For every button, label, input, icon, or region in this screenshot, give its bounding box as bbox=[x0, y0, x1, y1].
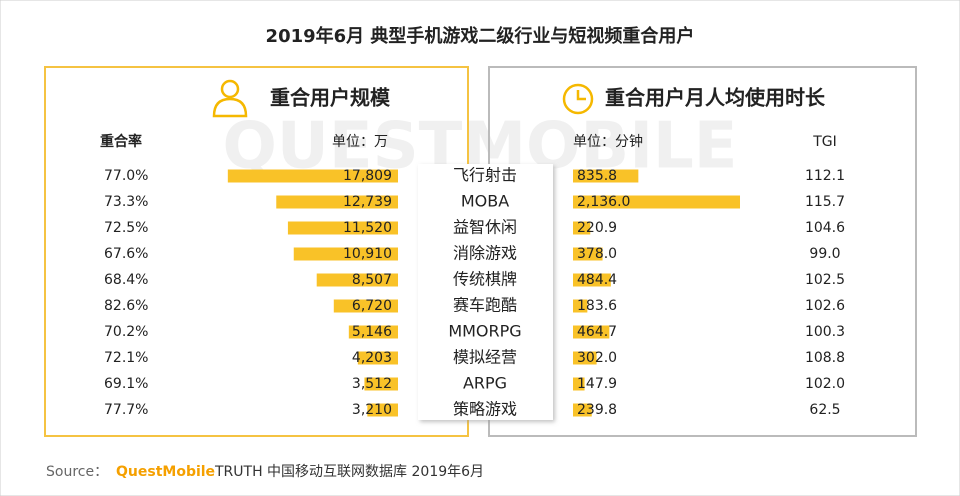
value-label: 3,512 bbox=[352, 376, 392, 392]
panel-title: 重合用户月人均使用时长 bbox=[605, 86, 826, 110]
bar bbox=[573, 377, 585, 391]
source-text: TRUTH 中国移动互联网数据库 2019年6月 bbox=[214, 464, 484, 480]
panel-title: 重合用户规模 bbox=[270, 86, 391, 110]
bar bbox=[573, 403, 592, 417]
overlap-rate: 68.4% bbox=[104, 272, 148, 288]
value-label: 11,520 bbox=[343, 220, 392, 236]
tgi-value: 115.7 bbox=[805, 194, 845, 210]
category-label: 消除游戏 bbox=[453, 244, 517, 263]
tgi-value: 100.3 bbox=[805, 324, 845, 340]
overlap-rate: 82.6% bbox=[104, 298, 148, 314]
category-label: 益智休闲 bbox=[453, 218, 517, 237]
title: 2019年6月 典型手机游戏二级行业与短视频重合用户 bbox=[266, 25, 695, 47]
bar bbox=[573, 325, 610, 339]
overlap-rate: 72.1% bbox=[104, 350, 148, 366]
bar bbox=[573, 195, 740, 209]
overlap-rate: 77.7% bbox=[104, 402, 148, 418]
category-label: ARPG bbox=[463, 374, 507, 393]
bar bbox=[357, 351, 398, 365]
bar bbox=[348, 325, 398, 339]
value-label: 220.9 bbox=[577, 220, 617, 236]
category-label: 赛车跑酷 bbox=[453, 296, 517, 315]
overlap-rate: 67.6% bbox=[104, 246, 148, 262]
value-label: 5,146 bbox=[352, 324, 392, 340]
bar bbox=[276, 195, 398, 209]
bar bbox=[287, 221, 398, 235]
value-label: 378.0 bbox=[577, 246, 617, 262]
value-label: 302.0 bbox=[577, 350, 617, 366]
value-label: 17,809 bbox=[343, 168, 392, 184]
bar bbox=[573, 169, 639, 183]
overlap-rate: 77.0% bbox=[104, 168, 148, 184]
tgi-value: 62.5 bbox=[809, 402, 840, 418]
value-label: 10,910 bbox=[343, 246, 392, 262]
category-label: 飞行射击 bbox=[453, 166, 517, 185]
overlap-rate: 70.2% bbox=[104, 324, 148, 340]
tgi-value: 99.0 bbox=[809, 246, 840, 262]
value-label: 6,720 bbox=[352, 298, 392, 314]
value-label: 4,203 bbox=[352, 350, 392, 366]
unit-label: 单位：分钟 bbox=[573, 133, 643, 150]
bar bbox=[573, 221, 591, 235]
bar bbox=[227, 169, 398, 183]
column-header: TGI bbox=[812, 134, 837, 150]
category-label: MMORPG bbox=[448, 322, 521, 341]
bar bbox=[333, 299, 398, 313]
bar bbox=[573, 273, 611, 287]
tgi-value: 104.6 bbox=[805, 220, 845, 236]
tgi-value: 102.6 bbox=[805, 298, 845, 314]
value-label: 183.6 bbox=[577, 298, 617, 314]
value-label: 484.4 bbox=[577, 272, 617, 288]
value-label: 2,136.0 bbox=[577, 194, 630, 210]
tgi-value: 112.1 bbox=[805, 168, 845, 184]
category-label: 传统棋牌 bbox=[453, 270, 517, 289]
unit-label: 单位：万 bbox=[332, 134, 388, 150]
tgi-value: 108.8 bbox=[805, 350, 845, 366]
category-label: 策略游戏 bbox=[453, 400, 517, 419]
value-label: 239.8 bbox=[577, 402, 617, 418]
bar bbox=[573, 247, 603, 261]
value-label: 8,507 bbox=[352, 272, 392, 288]
bar bbox=[316, 273, 398, 287]
source-brand: QuestMobile bbox=[116, 464, 215, 480]
person-icon bbox=[212, 79, 248, 118]
tgi-value: 102.5 bbox=[805, 272, 845, 288]
category-label: 模拟经营 bbox=[453, 348, 517, 367]
column-header: 重合率 bbox=[100, 133, 142, 150]
clock-icon bbox=[562, 83, 594, 115]
bar bbox=[573, 299, 588, 313]
value-label: 12,739 bbox=[343, 194, 392, 210]
source-label: Source： bbox=[46, 464, 108, 480]
overlap-rate: 69.1% bbox=[104, 376, 148, 392]
bar bbox=[367, 403, 398, 417]
category-box bbox=[418, 164, 553, 420]
bar bbox=[364, 377, 398, 391]
overlap-rate: 72.5% bbox=[104, 220, 148, 236]
value-label: 147.9 bbox=[577, 376, 617, 392]
bar bbox=[293, 247, 398, 261]
value-label: 464.7 bbox=[577, 324, 617, 340]
category-label: MOBA bbox=[461, 192, 509, 211]
bar bbox=[573, 351, 597, 365]
value-label: 835.8 bbox=[577, 168, 617, 184]
overlap-rate: 73.3% bbox=[104, 194, 148, 210]
tgi-value: 102.0 bbox=[805, 376, 845, 392]
value-label: 3,210 bbox=[352, 402, 392, 418]
